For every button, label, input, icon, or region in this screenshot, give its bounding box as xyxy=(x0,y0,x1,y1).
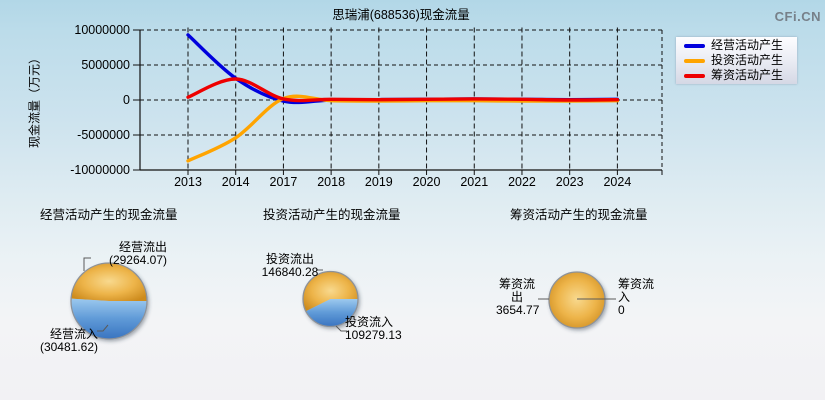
y-tick-label: 10000000 xyxy=(74,22,130,37)
pie-section-title: 筹资活动产生的现金流量 xyxy=(510,208,648,222)
pie-slice xyxy=(303,271,358,312)
pie-slice-label-line: 筹资流 xyxy=(618,277,655,291)
legend-item: 经营活动产生 xyxy=(676,39,797,52)
pie-label-connector xyxy=(83,257,91,271)
pie-slice-label: 投资流入 109279.13 xyxy=(345,316,407,342)
legend-item: 筹资活动产生 xyxy=(676,69,797,82)
page-title: 思瑞浦(688536)现金流量 xyxy=(332,8,470,22)
x-tick-label: 2014 xyxy=(221,175,250,189)
legend: 经营活动产生 投资活动产生 筹资活动产生 xyxy=(676,37,797,84)
x-tick-label: 2013 xyxy=(174,175,202,189)
pie-slice-label-line: 投资流出 xyxy=(265,252,314,266)
pie-rim xyxy=(70,262,148,340)
y-tick-label: -5000000 xyxy=(77,127,130,142)
pie-slice xyxy=(71,263,147,301)
investing-pie xyxy=(302,270,359,328)
cfi-watermark: CFi.CN xyxy=(774,9,821,24)
pie-slice-label: 经营流入 (30481.62) xyxy=(18,328,98,354)
y-tick-label: 0 xyxy=(123,92,130,107)
pie-slice-label-line: 投资流入 xyxy=(345,315,394,329)
x-tick-label: 2021 xyxy=(460,175,489,189)
legend-label: 经营活动产生 xyxy=(711,38,784,52)
pie-slice xyxy=(549,272,605,328)
pie-slice-label-line: 3654.77 xyxy=(496,303,540,317)
pie-slice-label-line: 出 xyxy=(510,290,523,304)
operating-pie xyxy=(70,262,148,340)
legend-swatch-icon xyxy=(684,58,705,63)
pie-rim xyxy=(302,270,359,328)
pie-slice-label: 筹资流出 3654.77 xyxy=(496,277,540,317)
pie-slice-label-line: 经营流入 xyxy=(49,327,98,341)
x-tick-label: 2017 xyxy=(269,175,298,189)
series-line-financing xyxy=(186,77,620,103)
pie-label-connector xyxy=(97,324,109,332)
financing-pie xyxy=(548,271,606,329)
series-line-investing xyxy=(186,94,620,163)
legend-label: 筹资活动产生 xyxy=(711,68,784,82)
x-tick-label: 2023 xyxy=(555,175,584,189)
pie-slice-label-line: 109279.13 xyxy=(345,328,402,342)
y-tick-label: 5000000 xyxy=(81,57,130,72)
pie-slice-label-line: 筹资流 xyxy=(498,277,535,291)
pie-slice-label: 经营流出 (29264.07) xyxy=(87,241,167,267)
x-tick-label: 2020 xyxy=(412,175,441,189)
legend-swatch-icon xyxy=(684,73,705,78)
pie-slice-label: 筹资流入 0 xyxy=(618,278,664,317)
pie-slice-label-line: 入 xyxy=(618,290,631,304)
legend-item: 投资活动产生 xyxy=(676,54,797,67)
pie-slice-label: 投资流出 146840.28 xyxy=(257,253,323,279)
pie-rim xyxy=(548,271,606,329)
pie-slice-label-line: (30481.62) xyxy=(39,340,98,354)
pie-slice-label-line: (29264.07) xyxy=(108,253,167,267)
x-tick-label: 2019 xyxy=(364,175,393,189)
legend-label: 投资活动产生 xyxy=(711,53,784,67)
pie-section-title: 经营活动产生的现金流量 xyxy=(40,208,178,222)
pie-slice-label-line: 经营流出 xyxy=(118,240,167,254)
pie-slice xyxy=(305,299,358,327)
pie-label-connector xyxy=(335,325,347,332)
legend-swatch-icon xyxy=(684,43,705,48)
series-line-operating xyxy=(186,33,620,105)
pie-slice-label-line: 146840.28 xyxy=(261,265,319,279)
pie-slice-label-line: 0 xyxy=(618,303,625,317)
y-tick-label: -10000000 xyxy=(70,162,130,177)
x-tick-label: 2022 xyxy=(508,175,536,189)
pie-slice xyxy=(71,298,147,340)
pie-section-title: 投资活动产生的现金流量 xyxy=(263,208,401,222)
x-tick-label: 2024 xyxy=(603,175,632,189)
x-tick-label: 2018 xyxy=(317,175,346,189)
